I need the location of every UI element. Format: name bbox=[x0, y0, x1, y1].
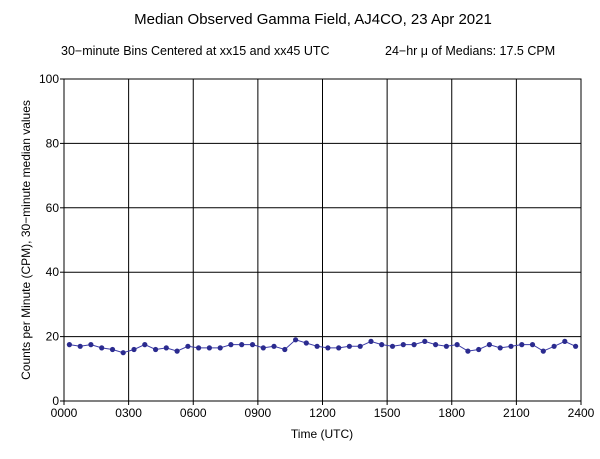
data-point bbox=[196, 345, 202, 351]
data-point bbox=[217, 345, 223, 351]
y-axis-label: Counts per Minute (CPM), 30−minute media… bbox=[19, 100, 33, 380]
data-point bbox=[206, 345, 212, 351]
x-tick-label: 2100 bbox=[503, 406, 530, 420]
data-point bbox=[465, 348, 471, 354]
series-group bbox=[66, 337, 579, 356]
data-point bbox=[529, 342, 536, 348]
data-point bbox=[422, 338, 428, 344]
data-point bbox=[153, 346, 159, 353]
data-point bbox=[260, 345, 266, 351]
data-point bbox=[163, 345, 169, 351]
data-point bbox=[271, 343, 277, 349]
data-point bbox=[249, 342, 256, 348]
data-point bbox=[174, 348, 180, 354]
x-tick-label: 1800 bbox=[438, 406, 465, 420]
data-point bbox=[519, 342, 525, 348]
y-tick-label: 80 bbox=[46, 136, 60, 150]
x-tick-label: 0000 bbox=[51, 406, 78, 420]
data-point bbox=[88, 342, 94, 348]
grid bbox=[64, 79, 581, 401]
x-axis-label: Time (UTC) bbox=[291, 427, 353, 441]
data-point bbox=[443, 343, 449, 349]
data-point bbox=[389, 343, 396, 349]
data-point bbox=[400, 342, 406, 348]
data-point bbox=[228, 342, 234, 348]
data-point bbox=[99, 345, 105, 351]
data-point bbox=[325, 345, 331, 351]
data-point bbox=[508, 343, 514, 349]
data-point bbox=[411, 342, 417, 348]
y-tick-label: 40 bbox=[46, 265, 60, 279]
data-point bbox=[185, 343, 191, 349]
data-point bbox=[433, 342, 439, 348]
data-point bbox=[303, 340, 309, 346]
data-point bbox=[346, 343, 352, 349]
data-point bbox=[336, 345, 342, 351]
x-tick-label: 0900 bbox=[245, 406, 272, 420]
chart-title: Median Observed Gamma Field, AJ4CO, 23 A… bbox=[134, 11, 492, 28]
data-point bbox=[562, 338, 568, 344]
data-point bbox=[476, 346, 482, 353]
y-tick-label: 0 bbox=[52, 394, 59, 408]
data-point bbox=[239, 342, 245, 348]
x-tick-label: 0300 bbox=[115, 406, 142, 420]
data-point bbox=[109, 346, 116, 353]
x-tick-label: 1500 bbox=[374, 406, 401, 420]
chart-subtitle-left: 30−minute Bins Centered at xx15 and xx45… bbox=[61, 44, 330, 58]
data-point bbox=[142, 342, 148, 348]
data-point bbox=[314, 343, 320, 349]
y-tick-label: 20 bbox=[46, 330, 60, 344]
data-point bbox=[551, 343, 557, 349]
data-point bbox=[497, 345, 503, 351]
data-point bbox=[131, 346, 137, 353]
data-point bbox=[66, 342, 72, 348]
data-point bbox=[77, 343, 83, 349]
y-axis: 0 20 40 60 80 100 bbox=[39, 72, 64, 408]
data-point bbox=[454, 342, 460, 348]
data-point bbox=[368, 338, 374, 344]
chart-subtitle-right: 24−hr μ of Medians: 17.5 CPM bbox=[385, 44, 555, 58]
y-tick-label: 100 bbox=[39, 72, 59, 86]
x-tick-label: 0600 bbox=[180, 406, 207, 420]
data-point bbox=[357, 343, 363, 349]
data-point bbox=[379, 342, 385, 348]
data-point bbox=[540, 348, 546, 354]
data-point bbox=[120, 350, 126, 356]
data-point bbox=[486, 342, 492, 348]
data-point bbox=[293, 337, 299, 343]
data-point bbox=[573, 343, 579, 349]
x-tick-label: 1200 bbox=[309, 406, 336, 420]
y-tick-label: 60 bbox=[46, 201, 60, 215]
data-point bbox=[282, 346, 288, 353]
x-tick-label: 2400 bbox=[568, 406, 595, 420]
x-axis: 0000 0300 0600 0900 1200 1500 1800 2100 2400 bbox=[51, 401, 595, 420]
